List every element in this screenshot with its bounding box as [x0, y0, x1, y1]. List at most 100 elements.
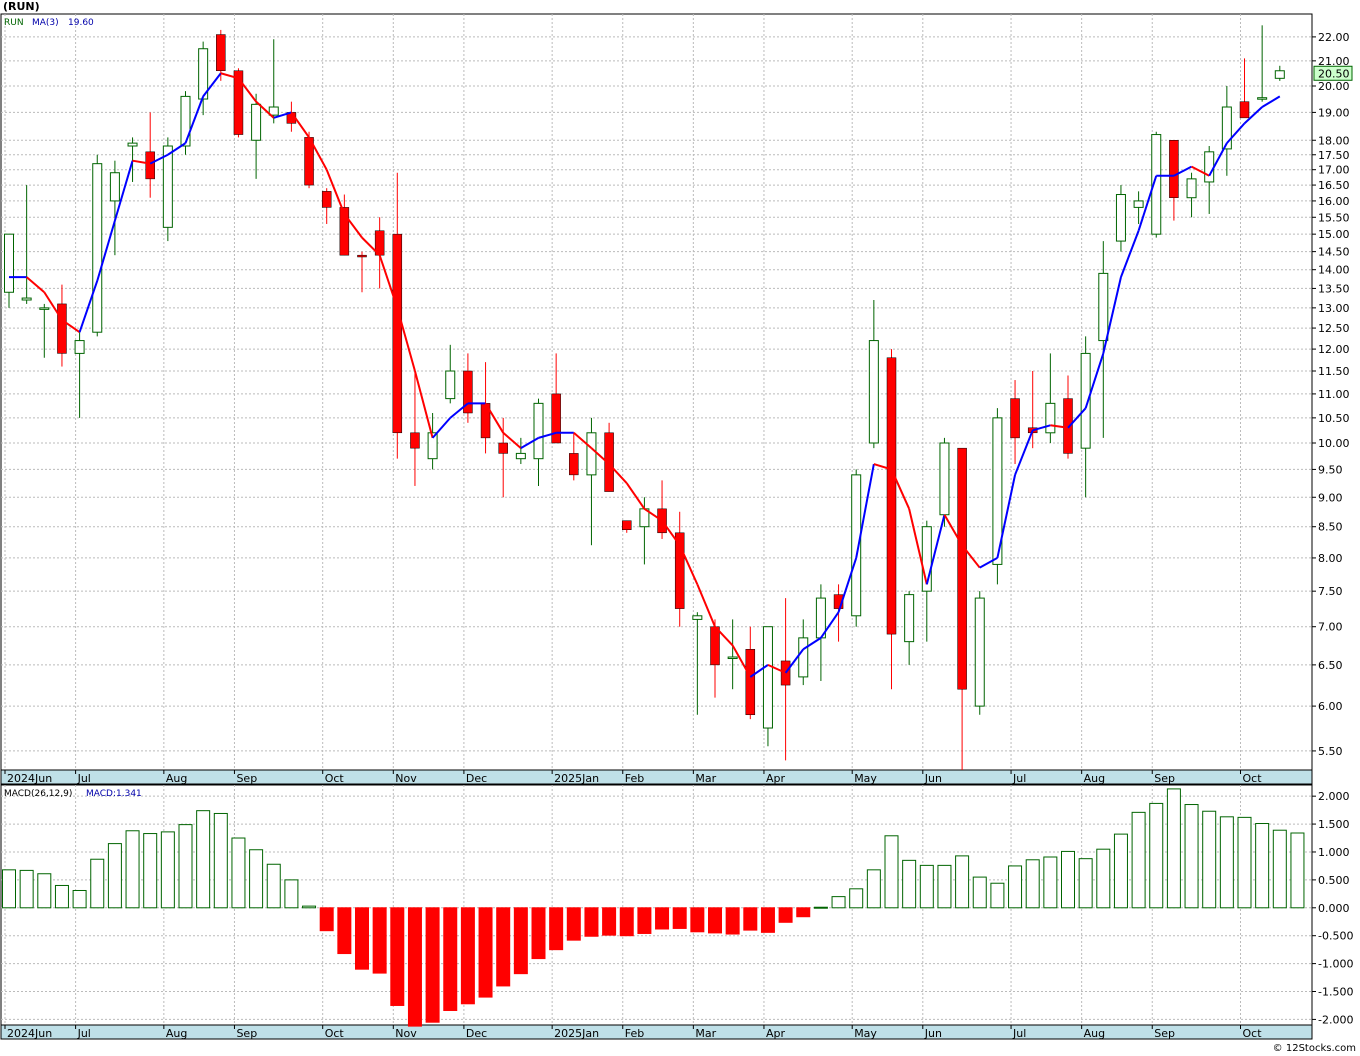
ma-line-segment: [908, 508, 928, 585]
candle-body: [1063, 398, 1073, 454]
candle-body: [886, 357, 897, 635]
macd-bar: [602, 907, 617, 936]
macd-tick-label: 1.000: [1318, 846, 1350, 859]
macd-bar: [849, 888, 864, 909]
ma-line-segment: [749, 664, 769, 678]
price-tick-label: 10.50: [1318, 412, 1350, 425]
macd-bar: [1008, 865, 1023, 909]
price-legend-ma-label: MA(3): [32, 18, 59, 28]
macd-bar: [1113, 833, 1128, 909]
ma-line-segment: [113, 160, 134, 221]
price-tick-label: 7.00: [1318, 621, 1343, 634]
candle-body: [427, 432, 438, 460]
candle-body: [762, 626, 773, 729]
ma-line-segment: [520, 437, 540, 450]
month-label: Oct: [1243, 772, 1263, 785]
macd-bar: [1272, 829, 1287, 909]
candle-body: [92, 163, 103, 333]
macd-bar: [884, 835, 899, 909]
macd-bar: [425, 907, 440, 1023]
macd-tick-label: -2.000: [1318, 1013, 1353, 1026]
price-legend-ma-value: 19.60: [68, 18, 94, 28]
candle: [1239, 58, 1250, 119]
price-tick-label: 16.00: [1318, 195, 1350, 208]
candle-body: [939, 442, 950, 516]
price-tick-label: 15.50: [1318, 211, 1350, 224]
macd-tick-label: 0.000: [1318, 902, 1350, 915]
candle: [74, 332, 85, 418]
macd-bar: [690, 907, 705, 933]
macd-bar: [1202, 810, 1217, 909]
ma-line-segment: [1032, 424, 1051, 432]
price-tick-label: 5.50: [1318, 745, 1343, 758]
month-label: Sep: [236, 772, 257, 785]
month-label: Feb: [625, 772, 644, 785]
macd-bar: [672, 907, 687, 929]
ma-line-segment: [167, 142, 187, 156]
ma-line-segment: [961, 544, 981, 569]
candle-body: [974, 597, 985, 707]
macd-bar: [90, 858, 105, 909]
candle-body: [1274, 70, 1285, 79]
month-label: Dec: [466, 1027, 487, 1040]
macd-bar: [902, 859, 917, 909]
month-label: Jul: [77, 1027, 91, 1040]
candle: [1186, 172, 1197, 218]
candle-body: [392, 233, 403, 434]
last-price-tag-label: 20.50: [1318, 67, 1350, 80]
macd-bar: [460, 907, 475, 1005]
month-label: Oct: [1243, 1027, 1263, 1040]
candle: [957, 447, 967, 770]
macd-bar: [372, 907, 387, 974]
macd-bar: [125, 830, 140, 909]
ma-line-segment: [1226, 122, 1246, 144]
candle: [886, 349, 897, 690]
month-label: May: [854, 1027, 877, 1040]
ma-line-segment: [1102, 276, 1122, 354]
macd-bar: [1290, 832, 1305, 909]
price-tick-label: 14.50: [1318, 246, 1350, 259]
ma-line-segment: [25, 276, 45, 294]
macd-legend-label: MACD(26,12,9): [4, 789, 72, 799]
macd-bar: [54, 884, 69, 909]
candle: [1257, 25, 1268, 102]
ma-line-segment: [979, 557, 998, 569]
month-label: 2025Jan: [554, 772, 599, 785]
price-tick-label: 9.00: [1318, 491, 1343, 504]
ma-line-segment: [1120, 230, 1140, 278]
candle: [762, 626, 773, 747]
ma-line-segment: [573, 432, 593, 449]
ma-line-segment: [290, 111, 310, 138]
candle-body: [162, 145, 173, 228]
macd-bar: [584, 907, 599, 937]
ma-line-segment: [1261, 95, 1281, 108]
candle-body: [1257, 97, 1268, 100]
macd-bar: [19, 869, 34, 909]
ma-line-segment: [396, 307, 416, 372]
month-axis-band: [0, 769, 1313, 785]
macd-bar: [355, 907, 369, 970]
macd-bar: [743, 907, 758, 931]
ma-line-segment: [1243, 106, 1263, 125]
candle-body: [410, 432, 420, 449]
price-tick-label: 12.00: [1318, 343, 1350, 356]
macd-bar: [390, 907, 405, 1006]
candle: [109, 160, 120, 256]
ma-line-segment: [484, 402, 505, 434]
candle-body: [745, 649, 756, 716]
ma-line-segment: [538, 431, 557, 439]
candle-body: [1186, 178, 1197, 199]
price-tick-label: 6.00: [1318, 700, 1343, 713]
candle-body: [4, 233, 14, 293]
ma-line-segment: [996, 474, 1017, 559]
candle: [445, 344, 456, 404]
candle: [1045, 353, 1056, 443]
ma-line-segment: [696, 583, 716, 628]
candle-body: [569, 453, 579, 476]
price-tick-label: 8.00: [1318, 552, 1343, 565]
price-legend-symbol: RUN: [4, 18, 24, 28]
macd-bar: [549, 907, 564, 951]
macd-bar: [1096, 848, 1111, 909]
macd-bar: [196, 810, 211, 909]
